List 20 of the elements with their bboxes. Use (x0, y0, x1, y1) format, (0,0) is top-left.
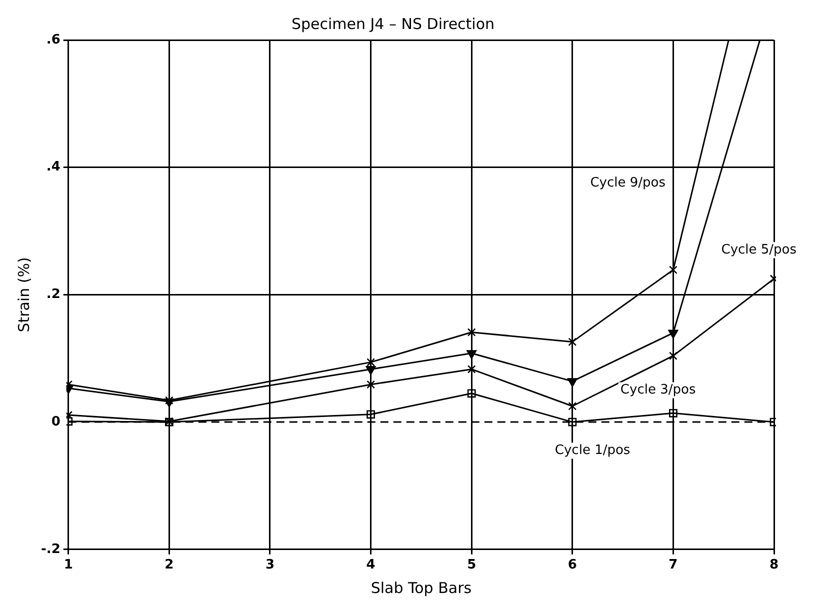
series-label: Cycle 1/pos (554, 443, 630, 458)
text: Cycle 9/pos (590, 176, 666, 191)
x-tick-label: 6 (568, 558, 577, 573)
x-tick-label: 5 (467, 558, 476, 573)
x-tick-label: 1 (64, 558, 73, 573)
y-tick-label: .6 (46, 32, 60, 48)
chart-title: Specimen J4 – NS Direction (291, 14, 495, 33)
x-tick-label: 7 (668, 558, 678, 573)
x-axis-title: Slab Top Bars (370, 578, 472, 597)
x-tick-label: 2 (164, 558, 174, 573)
y-tick-label: .2 (46, 287, 60, 302)
series-label: Cycle 3/pos (620, 382, 696, 398)
y-tick-label: .4 (46, 160, 60, 175)
x-tick-label: 4 (366, 558, 376, 573)
series-label: Cycle 5/pos (721, 242, 797, 258)
x-tick-label: 3 (265, 558, 275, 573)
y-tick-label: 0 (51, 414, 60, 430)
x-tick-label: 8 (769, 558, 779, 573)
y-axis-title: Strain (%) (14, 257, 33, 332)
y-tick-label: -.2 (40, 542, 60, 557)
